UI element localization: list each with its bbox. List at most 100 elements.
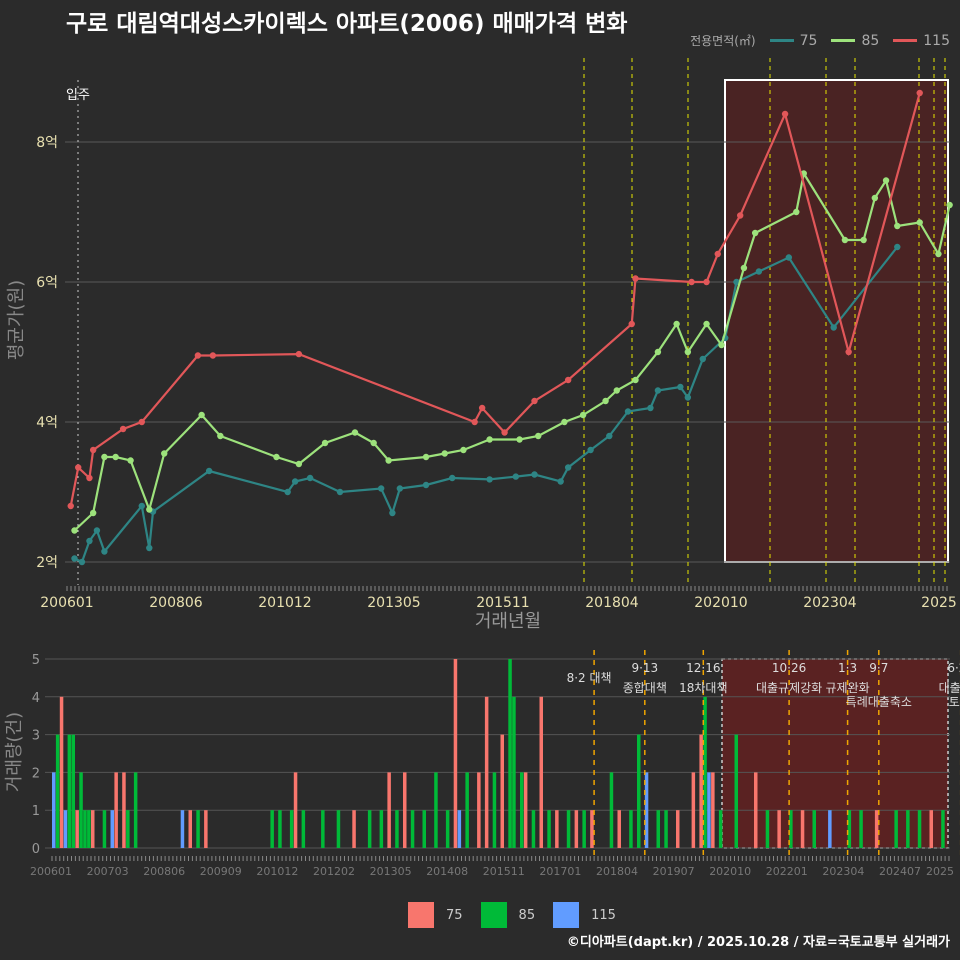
x-tick-label: 202010 (694, 595, 747, 611)
y-tick-label: 6억 (36, 275, 58, 291)
volume-bar-85 (79, 772, 83, 848)
legend-label-85: 85 (518, 907, 536, 923)
volume-bar-85 (336, 810, 341, 848)
x-axis-title: 거래년월 (475, 611, 541, 632)
volume-x-tick-label: 201701 (539, 865, 581, 878)
data-point-115 (471, 418, 478, 426)
policy-event-date: 9·13 (631, 661, 658, 675)
volume-bar-85 (531, 810, 536, 848)
policy-event-date: 9·7 (869, 661, 888, 675)
data-point-115 (119, 425, 127, 433)
legend-swatch-85 (831, 39, 856, 42)
data-point-115 (845, 348, 852, 356)
data-point-75 (684, 394, 692, 401)
data-point-85 (198, 411, 205, 419)
volume-y-tick-label: 2 (32, 766, 40, 781)
volume-bar-85 (102, 810, 107, 848)
data-point-75 (894, 243, 901, 251)
volume-bar-75 (114, 772, 118, 848)
volume-x-tick-label: 201305 (370, 865, 412, 878)
x-tick-label: 202304 (803, 595, 857, 611)
data-point-85 (871, 194, 879, 202)
volume-bar-85 (941, 810, 945, 848)
volume-bar-85 (566, 810, 571, 848)
data-point-85 (860, 236, 867, 244)
data-point-75 (389, 509, 396, 517)
data-point-115 (703, 278, 710, 286)
volume-bar-115 (63, 810, 68, 848)
volume-bar-85 (422, 810, 426, 848)
data-point-75 (587, 446, 594, 454)
volume-bar-75 (293, 772, 298, 848)
volume-bar-75 (387, 772, 391, 848)
volume-bar-85 (395, 810, 399, 848)
data-point-85 (486, 436, 493, 443)
volume-bar-75 (500, 734, 504, 848)
policy-event-name: 18차대책 (679, 680, 727, 695)
data-point-115 (632, 275, 639, 282)
data-point-75 (830, 324, 837, 331)
data-point-85 (841, 236, 849, 244)
volume-bar-85 (270, 810, 274, 848)
volume-x-tick-label: 202304 (822, 865, 864, 878)
legend-title: 전용면적(㎡) (690, 34, 756, 48)
data-point-75 (336, 488, 344, 496)
volume-bar-75 (555, 810, 559, 848)
data-point-85 (385, 457, 392, 464)
volume-bar-85 (765, 810, 770, 848)
volume-bar-115 (457, 810, 462, 848)
volume-bar-85 (508, 659, 512, 848)
data-point-85 (441, 450, 448, 457)
data-point-85 (295, 460, 303, 468)
y-tick-label: 4억 (36, 415, 58, 431)
data-point-115 (75, 464, 82, 471)
policy-event-name: 종합대책 (623, 680, 667, 695)
data-point-85 (217, 432, 224, 440)
volume-bar-85 (582, 810, 586, 848)
x-tick-label: 201305 (367, 595, 420, 611)
data-point-115 (478, 404, 486, 412)
volume-bar-85 (434, 772, 438, 848)
volume-bar-85 (859, 810, 863, 848)
data-point-75 (486, 476, 493, 483)
volume-bar-85 (367, 810, 372, 848)
volume-y-tick-label: 5 (32, 653, 40, 668)
data-point-75 (785, 254, 793, 261)
volume-x-tick-label: 2025 (926, 865, 954, 878)
volume-bar-85 (379, 810, 384, 848)
legend-swatch-115 (893, 39, 918, 42)
data-point-85 (632, 376, 639, 384)
volume-bar-75 (122, 772, 126, 848)
volume-bar-85 (718, 810, 723, 848)
volume-legend: 75 85 115 (408, 902, 634, 928)
data-point-85 (535, 432, 542, 440)
x-tick-label: 2025 (921, 595, 957, 611)
volume-y-tick-label: 3 (32, 729, 40, 744)
policy-event-name: 특례대출축소 (846, 695, 912, 709)
volume-bar-115 (180, 810, 185, 848)
data-point-85 (579, 411, 587, 419)
volume-bar-75 (754, 772, 758, 848)
data-point-85 (654, 348, 662, 356)
data-point-85 (370, 439, 377, 447)
volume-bar-115 (110, 810, 114, 848)
y-tick-label: 2억 (36, 555, 58, 571)
data-point-115 (531, 397, 538, 405)
volume-bar-75 (59, 696, 64, 848)
volume-y-tick-label: 1 (32, 804, 40, 819)
data-point-85 (718, 341, 725, 349)
volume-x-tick-label: 201907 (653, 865, 695, 878)
volume-bar-85 (812, 810, 816, 848)
data-point-115 (628, 320, 635, 328)
volume-bar-85 (703, 696, 707, 848)
volume-bar-85 (547, 810, 551, 848)
data-point-85 (740, 264, 748, 272)
volume-bar-115 (644, 772, 649, 848)
volume-bar-85 (656, 810, 660, 848)
policy-event-date: 1·3 (838, 661, 857, 675)
highlight-range (724, 79, 949, 563)
volume-bar-85 (83, 810, 87, 848)
volume-bar-85 (87, 810, 91, 848)
data-point-75 (531, 471, 538, 478)
